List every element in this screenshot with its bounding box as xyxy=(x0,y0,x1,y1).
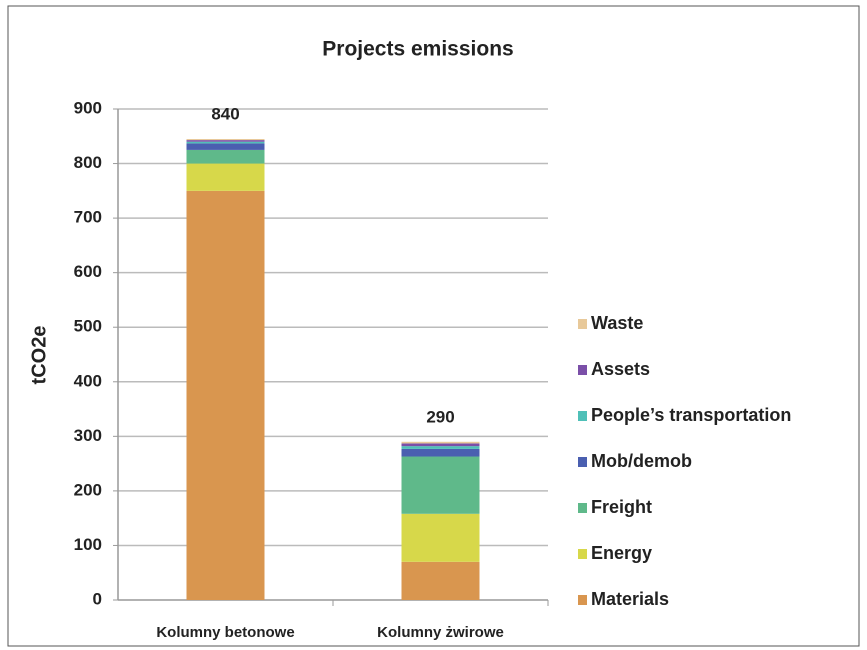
x-tick-label: Kolumny żwirowe xyxy=(377,624,504,641)
chart-title: Projects emissions xyxy=(322,38,513,61)
legend-label: Assets xyxy=(591,359,650,379)
legend-swatch xyxy=(578,457,587,467)
legend-label: Materials xyxy=(591,589,669,609)
legend-swatch xyxy=(578,503,587,513)
x-tick-label: Kolumny betonowe xyxy=(156,624,294,641)
y-tick-label: 600 xyxy=(74,262,102,281)
y-tick-label: 700 xyxy=(74,208,102,227)
bar-segment xyxy=(401,441,480,444)
legend-swatch xyxy=(578,411,587,421)
bar-segment xyxy=(401,448,480,457)
bar-segment xyxy=(186,139,265,141)
legend-swatch xyxy=(578,365,587,375)
y-tick-label: 800 xyxy=(74,153,102,172)
bar-segment xyxy=(401,561,480,600)
bar-segment xyxy=(186,149,265,164)
bar-segment xyxy=(186,141,265,144)
y-tick-label: 100 xyxy=(74,535,102,554)
bar-segment xyxy=(186,163,265,191)
bar-segment xyxy=(401,513,480,562)
legend-swatch xyxy=(578,595,587,605)
legend-label: Mob/demob xyxy=(591,451,692,471)
y-tick-label: 500 xyxy=(74,317,102,336)
bar-segment xyxy=(401,443,480,447)
bar-segment xyxy=(401,446,480,449)
frame xyxy=(7,5,860,647)
y-tick-label: 0 xyxy=(93,589,102,608)
legend-label: Energy xyxy=(591,543,652,563)
legend-swatch xyxy=(578,319,587,329)
y-axis-label: tCO2e xyxy=(28,326,50,385)
legend-label: People’s transportation xyxy=(591,405,791,425)
total-label: 840 xyxy=(211,104,239,123)
legend-swatch xyxy=(578,549,587,559)
y-tick-label: 900 xyxy=(74,98,102,117)
y-tick-label: 200 xyxy=(74,480,102,499)
total-label: 290 xyxy=(426,407,454,426)
legend-label: Waste xyxy=(591,313,643,333)
bar-segment xyxy=(401,456,480,514)
bar-segment xyxy=(186,140,265,142)
y-tick-label: 300 xyxy=(74,426,102,445)
y-tick-label: 400 xyxy=(74,371,102,390)
legend-label: Freight xyxy=(591,497,652,517)
bar-segment xyxy=(186,143,265,150)
bar-segment xyxy=(186,190,265,601)
